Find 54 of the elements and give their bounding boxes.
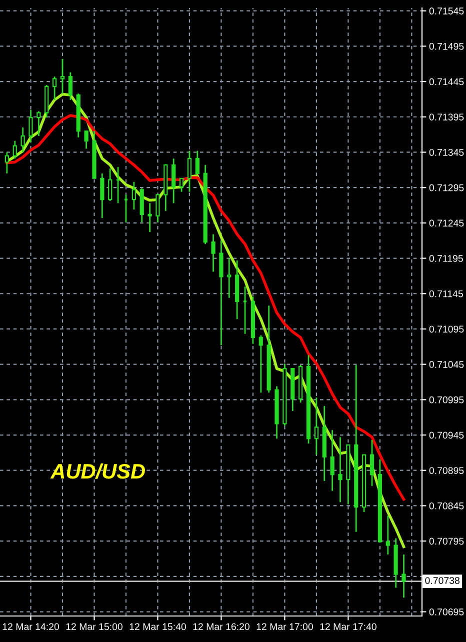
y-tick-label: 0.70995 — [429, 396, 464, 404]
candlestick — [187, 150, 192, 193]
y-tick-label: 0.71345 — [429, 148, 464, 156]
candlestick — [314, 396, 319, 456]
candlestick — [338, 436, 342, 503]
candlestick — [68, 72, 72, 101]
x-tick-label: 12 Mar 15:00 — [66, 623, 123, 630]
candlestick — [156, 194, 160, 223]
y-tick-label: 0.71195 — [429, 255, 463, 262]
candlestick — [172, 158, 176, 204]
x-tick-label: 12 Mar 15:40 — [130, 623, 186, 630]
y-tick-label: 0.70845 — [429, 502, 464, 510]
candlestick — [108, 168, 112, 202]
annotation: AUD/USD — [50, 463, 145, 479]
y-tick-label: 0.71545 — [429, 8, 464, 14]
candlestick — [211, 234, 216, 272]
candlestick — [195, 150, 200, 174]
candlestick — [4, 152, 9, 174]
candlestick — [100, 172, 104, 219]
candlestick — [219, 240, 224, 346]
candlestick — [330, 429, 334, 492]
x-tick-label: 12 Mar 14:20 — [2, 623, 60, 630]
line-series — [6, 114, 406, 501]
candlestick — [386, 514, 390, 556]
candlestick — [402, 554, 406, 598]
y-tick-label: 0.70945 — [429, 432, 464, 439]
y-tick-label: 0.71245 — [429, 220, 464, 227]
candlestick — [132, 181, 136, 210]
candlestick — [148, 202, 152, 233]
x-tick-label: 12 Mar 17:40 — [320, 623, 376, 630]
x-tick-label: 12 Mar 17:00 — [256, 623, 313, 630]
candlestick — [36, 110, 41, 137]
y-tick-label: 0.71295 — [429, 184, 464, 192]
y-tick-label: 0.71445 — [429, 78, 464, 86]
candlestick — [12, 140, 17, 160]
candlestick — [258, 334, 263, 394]
candlestick — [179, 178, 184, 193]
y-tick-label: 0.71495 — [429, 42, 464, 50]
candlestick — [84, 130, 88, 150]
y-tick-label: 0.71145 — [429, 290, 463, 298]
candlestick — [370, 439, 374, 487]
y-tick-label: 0.71095 — [429, 326, 464, 333]
y-tick-label: 0.70695 — [429, 608, 464, 616]
x-tick-label: 12 Mar 16:20 — [193, 623, 250, 630]
ref-line-label: 0.70738 — [425, 577, 460, 584]
y-tick-label: 0.71395 — [429, 114, 464, 120]
candlestick — [52, 76, 57, 101]
y-tick-label: 0.70895 — [429, 467, 464, 474]
candlestick — [227, 258, 232, 299]
candlestick — [20, 126, 25, 153]
candlestick — [60, 58, 65, 94]
candlestick — [28, 109, 33, 144]
y-tick-label: 0.70795 — [429, 538, 464, 545]
y-tick-label: 0.71045 — [429, 361, 464, 368]
